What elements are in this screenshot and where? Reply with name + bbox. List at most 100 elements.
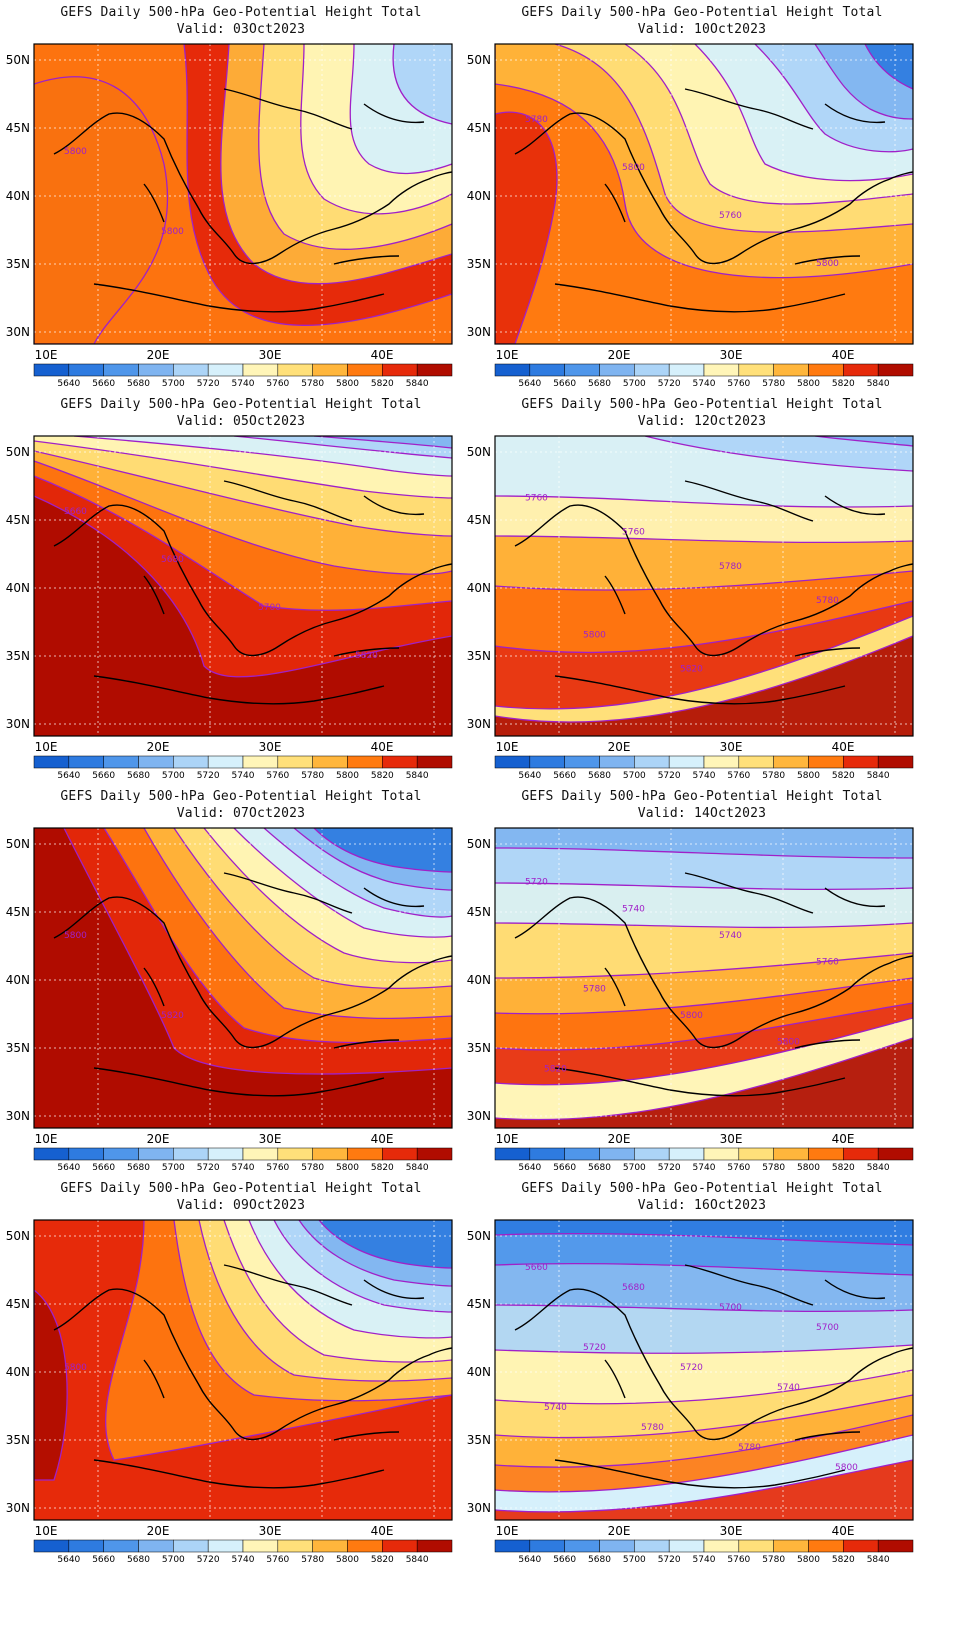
lat-tick-label: 30N <box>6 1109 30 1123</box>
contour-label: 5820 <box>161 1011 184 1021</box>
colorbar-swatch <box>529 1539 565 1553</box>
contour-label: 5660 <box>64 507 87 517</box>
contour-label: 5800 <box>622 163 645 173</box>
colorbar-swatch <box>773 1147 809 1161</box>
contour-label: 5680 <box>161 555 184 565</box>
lat-tick-label: 50N <box>6 837 30 851</box>
height-band <box>34 1290 68 1480</box>
colorbar-swatch <box>416 1147 453 1161</box>
lon-tick-label: 20E <box>147 740 170 754</box>
colorbar-level-label: 5680 <box>127 1163 150 1173</box>
colorbar-level-label: 5720 <box>658 1555 681 1565</box>
panel-title: GEFS Daily 500-hPa Geo-Potential Height … <box>521 397 883 412</box>
lat-tick-label: 45N <box>467 1297 491 1311</box>
colorbar-swatch <box>207 363 244 377</box>
height-band <box>495 1460 913 1520</box>
colorbar-level-label: 5640 <box>518 1163 541 1173</box>
contour-line <box>273 1220 452 1313</box>
colorbar-level-label: 5720 <box>197 379 220 389</box>
colorbar-level-label: 5840 <box>406 1163 429 1173</box>
colorbar-swatch <box>703 1147 740 1161</box>
colorbar-swatch <box>843 1539 879 1553</box>
colorbar-level-label: 5640 <box>518 771 541 781</box>
contour-line <box>203 828 452 964</box>
colorbar-swatch <box>416 755 453 769</box>
contour-label: 5780 <box>816 596 839 606</box>
colorbar-swatch <box>843 755 879 769</box>
contour-label: 5740 <box>544 1403 567 1413</box>
lat-tick-label: 30N <box>467 325 491 339</box>
colorbar-level-label: 5680 <box>588 379 611 389</box>
height-band <box>495 436 913 446</box>
lon-tick-label: 40E <box>371 1524 394 1538</box>
colorbar-swatch <box>564 1147 600 1161</box>
height-band <box>495 112 557 344</box>
contour-label: 5820 <box>544 1064 567 1074</box>
colorbar-swatch <box>529 755 565 769</box>
lon-tick-label: 30E <box>720 1524 743 1538</box>
lat-tick-label: 30N <box>467 717 491 731</box>
colorbar-swatch <box>242 1147 279 1161</box>
colorbar-level-label: 5660 <box>92 771 115 781</box>
lat-tick-label: 35N <box>467 649 491 663</box>
height-band <box>34 1220 452 1268</box>
colorbar-swatch <box>277 363 313 377</box>
coastline <box>53 88 452 313</box>
colorbar-level-label: 5840 <box>867 1555 890 1565</box>
lon-tick-label: 30E <box>259 1132 282 1146</box>
lat-tick-label: 45N <box>6 905 30 919</box>
lon-tick-label: 40E <box>832 1524 855 1538</box>
contour-line <box>495 1414 913 1468</box>
height-map: 5660 5680 5700 5820 50N 45N 40N 35N 30N 10E 20E 30E… <box>6 435 453 781</box>
colorbar-swatch <box>68 1539 104 1553</box>
colorbar-swatch <box>277 1147 313 1161</box>
colorbar-level-label: 5840 <box>867 1163 890 1173</box>
contour-label: 5660 <box>525 1263 548 1273</box>
contour-label: 5820 <box>355 651 378 661</box>
height-map: 5800 5820 50N 45N 40N 35N 30N 10E 20E 30E 40E 5640 5… <box>6 827 453 1173</box>
colorbar-level-label: 5700 <box>162 379 185 389</box>
colorbar-level-label: 5660 <box>553 1555 576 1565</box>
colorbar-swatch <box>668 1539 705 1553</box>
contour-line <box>495 1037 913 1121</box>
map-panel: GEFS Daily 500-hPa Geo-Potential Height … <box>461 1176 943 1586</box>
lon-tick-label: 40E <box>832 348 855 362</box>
contour-line <box>34 76 169 344</box>
contour-label: 5700 <box>719 1303 742 1313</box>
colorbar-swatch <box>173 1539 209 1553</box>
colorbar-swatch <box>207 755 244 769</box>
colorbar-level-label: 5820 <box>371 379 394 389</box>
height-map: 5660 5680 5700 5700 5720 5720 5740 5740 5780 5780… <box>467 1219 914 1565</box>
contour-line <box>223 1220 452 1363</box>
colorbar-level-label: 5820 <box>371 1555 394 1565</box>
lat-tick-label: 35N <box>467 1433 491 1447</box>
height-band <box>34 828 452 872</box>
colorbar-swatch <box>33 1539 70 1553</box>
colorbar-swatch <box>564 1539 600 1553</box>
contour-label: 5780 <box>525 115 548 125</box>
colorbar-level-label: 5660 <box>92 1163 115 1173</box>
coastline <box>53 872 452 1097</box>
colorbar-swatch <box>138 363 174 377</box>
contour-line <box>495 495 913 508</box>
contour-line <box>143 828 452 1020</box>
contour-label: 5720 <box>525 878 548 888</box>
colorbar-swatch <box>668 363 705 377</box>
coastline <box>53 480 452 705</box>
colorbar-swatch <box>347 363 383 377</box>
contour-line <box>495 882 913 891</box>
lat-tick-label: 50N <box>467 837 491 851</box>
colorbar-swatch <box>599 1539 635 1553</box>
colorbar-level-label: 5700 <box>623 1555 646 1565</box>
lat-tick-label: 40N <box>467 973 491 987</box>
colorbar-swatch <box>738 1539 774 1553</box>
colorbar-level-label: 5780 <box>301 379 324 389</box>
lat-tick-label: 50N <box>467 1229 491 1243</box>
contour-line <box>554 44 913 233</box>
lat-tick-label: 30N <box>467 1501 491 1515</box>
contour-line <box>300 44 452 215</box>
panel-valid-date: Valid: 03Oct2023 <box>176 22 306 37</box>
contour-line <box>495 1394 913 1439</box>
contour-line <box>495 111 558 344</box>
lon-tick-label: 30E <box>720 348 743 362</box>
